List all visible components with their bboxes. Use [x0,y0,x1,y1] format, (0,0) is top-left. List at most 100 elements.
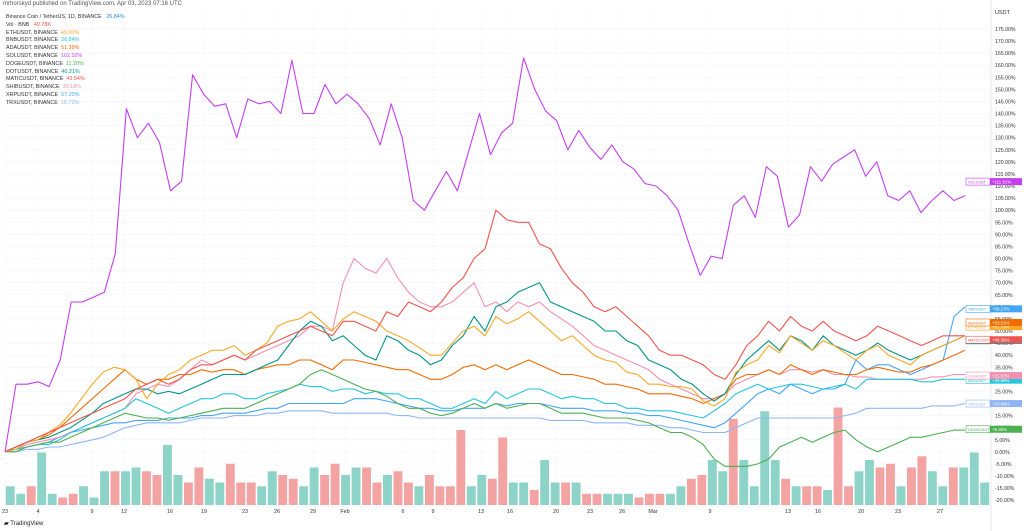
legend-title-value: 26.84% [106,14,125,20]
last-value-symbol: SHIBUSDT [968,374,988,378]
volume-bar [728,418,738,505]
y-tick-label: 90.00% [995,232,1013,238]
volume-bar [770,460,780,505]
last-value-label-ada: ADAUSDT +53.52% [965,318,1022,327]
volume-bar [529,490,539,505]
last-value-symbol: ADAUSDT [968,321,987,325]
x-tick-label: 26 [619,509,625,515]
legend-item-doge[interactable]: DOGEUSDT, BINANCE 11.20% [6,61,125,69]
legend-item-name: XRPUSDT, BINANCE [6,91,59,98]
x-tick-label: 23 [587,509,593,515]
brand-label: TradingView [10,521,44,527]
last-value-text: +53.52% [992,320,1010,325]
legend-volume[interactable]: Vol · BNB 40.78K [6,22,125,30]
last-value-symbol: BNBUSDT [968,379,987,383]
volume-bar [980,482,990,505]
volume-bar [204,478,214,505]
volume-bar [487,478,497,505]
x-tick-label: 23 [242,509,248,515]
volume-bar [802,486,812,505]
volume-bar [519,482,529,505]
last-value-label-sol: SOLUSDT +111.81% [965,177,1022,186]
legend-item-xrp[interactable]: XRPUSDT, BINANCE 57.20% [6,92,125,100]
volume-bar [466,486,476,505]
legend-item-value: 49.00% [60,29,80,36]
y-tick-label: 120.00% [995,160,1016,166]
legend-item-sol[interactable]: SOLUSDT, BINANCE 102.10% [6,53,125,61]
volume-bar [540,460,550,505]
y-tick-label: 135.00% [995,124,1016,130]
y-tick-label: 110.00% [995,184,1015,190]
volume-bar [959,467,969,505]
x-tick-label: 13 [478,509,484,515]
volume-bar [110,471,120,505]
last-value-symbol: SOLUSDT [968,180,987,184]
last-value-symbol: MATICUSDT [968,339,991,343]
tradingview-logo[interactable]: ▰ TradingView [4,521,44,527]
legend-volume-value: 40.78K [33,21,51,28]
y-tick-label: 145.00% [995,99,1016,105]
volume-bar [215,482,225,505]
volume-bar [948,467,958,505]
volume-bar [351,467,361,505]
volume-bar [854,471,864,505]
y-tick-label: 100.00% [995,208,1016,214]
legend-item-bnb[interactable]: BNBUSDT, BINANCE 26.84% [6,37,125,45]
y-tick-label: 75.00% [995,269,1013,275]
volume-bar [383,475,392,505]
volume-bar [47,493,57,505]
volume-bar [309,467,319,505]
volume-bar [320,475,330,505]
volume-bar [267,471,277,505]
published-info: mrhorskyd published on TradingView.com, … [3,1,182,7]
legend-item-trx[interactable]: TRXUSDT, BINANCE 16.72% [6,100,125,108]
last-value-tag [990,425,1022,433]
legend-item-name: SHIBUSDT, BINANCE [6,84,60,91]
last-value-symbol: DOGEUSDT [968,428,990,432]
legend-item-name: DOTUSDT, BINANCE [6,68,59,75]
last-value-symbol: TRXUSDT [968,402,987,406]
legend-item-dot[interactable]: DOTUSDT, BINANCE 40.21% [6,69,125,77]
y-tick-label: 5.00% [995,438,1010,444]
legend-item-ada[interactable]: ADAUSDT, BINANCE 51.39% [6,45,125,53]
y-tick-label: -20.00% [995,498,1015,504]
volume-bar [739,460,749,505]
x-tick-label: 23 [895,509,901,515]
last-value-tag [990,318,1022,326]
last-value-label-trx: TRXUSDT +19.98% [965,399,1022,408]
last-value-tag [990,178,1022,186]
volume-bar [812,486,822,505]
volume-bar [424,475,434,505]
y-tick-label: 40.00% [995,353,1013,359]
legend-item-name: ETHUSDT, BINANCE [6,29,58,36]
legend-item-value: 30.18% [62,84,81,91]
x-tick-label: 6 [402,509,405,515]
legend-item-matic[interactable]: MATICUSDT, BINANCE 43.54% [6,76,125,84]
legend-item-eth[interactable]: ETHUSDT, BINANCE 49.00% [6,30,125,38]
legend-main-symbol[interactable]: Binance Coin / TetherUS, 1D, BINANCE 26.… [6,14,125,22]
series-line-sol [4,57,966,452]
last-value-tag [990,305,1022,313]
volume-bar [445,486,455,505]
y-tick-label: 130.00% [995,136,1016,142]
last-value-label-doge: DOGEUSDT +9.35% [965,425,1022,434]
last-value-text: +46.39% [992,338,1010,343]
volume-bar [414,486,424,505]
series-lines [4,57,966,467]
volume-bar [236,482,246,505]
volume-bar [393,471,403,505]
volume-bar [225,463,235,505]
legend-item-value: 102.10% [60,52,83,59]
legend-item-value: 43.54% [66,76,85,83]
volume-bar [362,467,371,505]
volume-bar [131,467,141,505]
y-tick-label: 155.00% [995,75,1016,81]
y-tick-label: 50.00% [995,329,1013,335]
volume-bar [173,475,183,505]
x-tick-label: Feb [340,509,349,515]
last-value-text: +19.98% [992,401,1010,406]
y-tick-label: 65.00% [995,293,1013,299]
legend-item-shib[interactable]: SHIBUSDT, BINANCE 30.18% [6,84,125,92]
y-tick-label: -15.00% [995,486,1015,492]
